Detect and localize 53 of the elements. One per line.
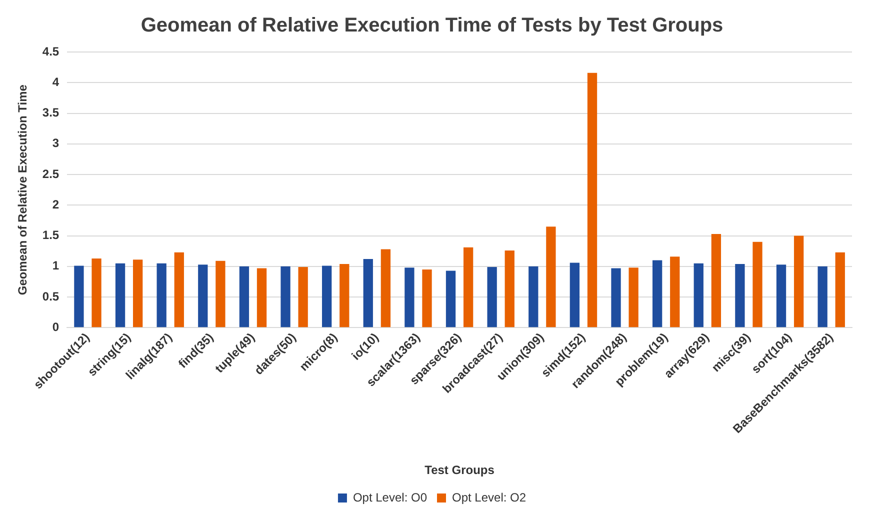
bar [92,258,102,328]
bar [463,247,474,328]
bar [670,256,680,328]
legend-label: Opt Level: O2 [452,490,526,504]
bar [794,236,804,328]
bar [74,266,84,328]
bar [280,266,290,328]
chart-title: Geomean of Relative Execution Time of Tests by Test Groups [140,14,724,37]
bar [735,264,745,328]
bar [256,268,267,328]
bar [198,264,208,328]
y-axis-title: Geomean of Relative Execution Time [16,84,30,296]
y-tick-label: 1.5 [42,228,60,242]
bar [776,264,786,328]
bar [711,234,722,328]
bar [363,259,373,328]
bar [835,252,845,328]
y-tick-label: 0.5 [42,289,60,304]
x-axis-title: Test Groups [424,463,495,478]
bar [487,267,497,328]
legend-label: Opt Level: O0 [352,490,428,504]
bar [174,252,184,328]
y-tick-label: 2.5 [42,166,60,181]
y-tick-label: 3.5 [42,106,60,120]
bar [380,249,391,328]
y-tick-label: 2 [52,197,60,212]
bar [652,260,662,328]
bar [340,264,350,328]
y-tick-label: 1 [52,258,60,273]
bar [504,250,514,328]
y-tick-label: 4.5 [42,44,60,58]
bar [133,260,143,328]
bar [322,266,332,328]
bar [404,268,414,328]
bar [546,226,556,328]
y-tick-label: 3 [52,136,60,150]
bar [156,263,166,328]
bar [115,263,126,328]
y-tick-label: 4 [52,74,60,89]
bar [422,269,432,328]
bar [446,270,456,328]
bar [239,266,250,328]
y-tick-label: 0 [52,320,60,334]
bar [628,268,638,328]
bar [587,72,598,328]
bar [752,242,762,328]
bar [298,267,308,328]
bar [694,263,704,328]
bar [570,262,580,328]
bar [611,268,621,328]
bar [528,266,538,328]
bar [216,260,226,328]
bar [818,266,828,328]
